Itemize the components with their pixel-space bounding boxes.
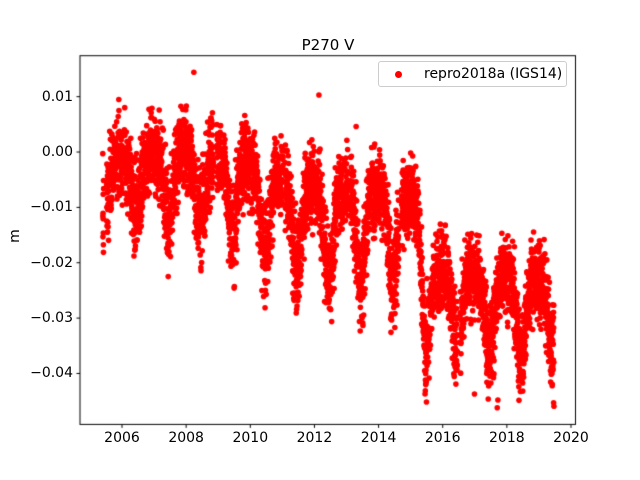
x-tick-label: 2008 [168,430,204,446]
legend-label: repro2018a (IGS14) [424,66,563,82]
x-tick-label: 2010 [232,430,269,446]
x-tick-label: 2006 [104,430,140,446]
y-tick-label: 0.01 [41,88,73,105]
x-tick-label: 2016 [424,430,461,446]
x-tick-label: 2012 [296,430,333,446]
chart-title: P270 V [301,36,355,54]
x-tick-label: 2014 [360,430,397,446]
x-tick-label: 2020 [553,430,589,446]
y-tick-label: −0.01 [30,199,73,216]
legend-marker-icon [395,70,402,78]
x-tick-label: 2018 [489,430,525,446]
y-axis-label: m [6,229,23,243]
legend: repro2018a (IGS14) [378,61,567,87]
y-tick-label: −0.04 [30,365,73,382]
y-tick-label: −0.03 [30,310,73,327]
y-tick-label: 0.00 [41,144,73,161]
y-tick-label: −0.02 [30,254,73,271]
